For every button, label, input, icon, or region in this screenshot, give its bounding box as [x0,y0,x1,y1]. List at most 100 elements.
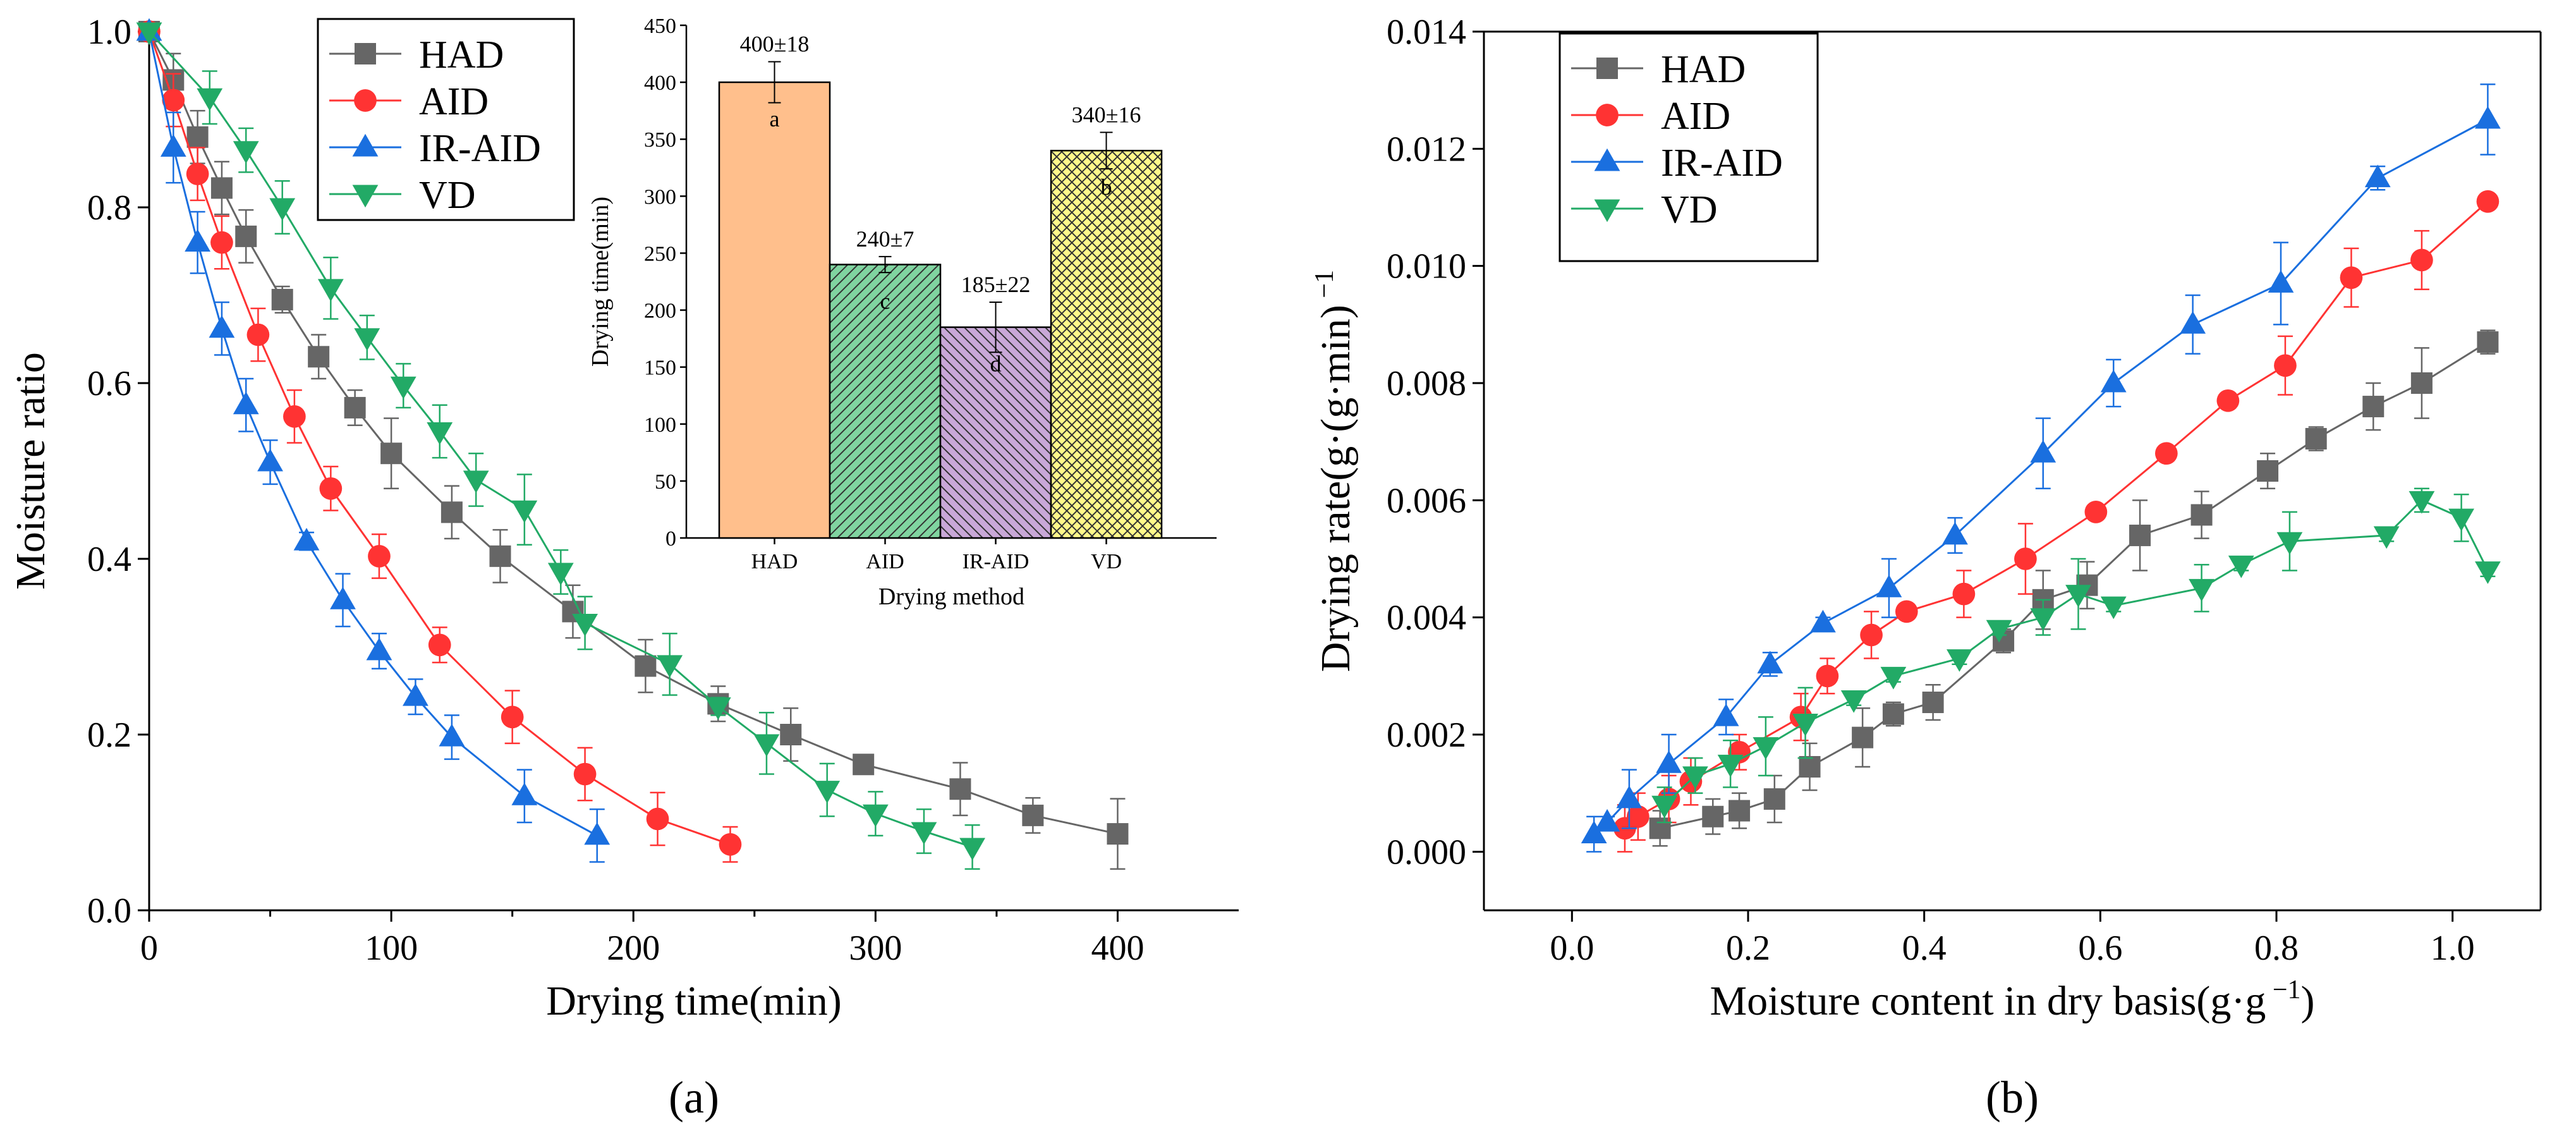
data-point [1876,575,1902,597]
data-point [235,225,257,247]
legend-label: AID [1661,95,1730,138]
x-axis-title: Moisture content in dry basis(g·g −1) [1710,975,2314,1024]
inset-x-tick-label: AID [866,550,904,573]
inset-y-tick-label: 150 [644,357,676,380]
data-point [547,563,574,586]
data-point [2274,354,2297,377]
data-point [463,470,489,494]
data-point [2030,608,2057,631]
data-point [1816,664,1839,688]
inset-y-tick-label: 50 [655,470,676,494]
data-point [2477,331,2499,353]
x-tick-label: 200 [607,929,660,968]
data-point [572,614,598,637]
x-tick-label: 0.2 [1726,929,1770,968]
data-point [233,391,259,415]
data-point [440,501,463,523]
inset-x-tick-label: IR-AID [963,550,1030,573]
data-point [2129,524,2151,546]
legend-item-had: HAD [1571,48,1746,91]
data-point [1651,795,1678,819]
bar-value-label: 340±16 [1072,102,1141,127]
series-ir-aid [1581,83,2501,853]
data-point [1626,805,1649,828]
data-point [1022,804,1044,826]
data-point [2065,585,2091,608]
legend-item-ir-aid: IR-AID [1571,142,1783,185]
data-point [209,315,235,338]
data-point [2305,428,2327,450]
data-point [2216,389,2240,412]
data-point [2154,442,2178,465]
data-point [2475,561,2501,584]
data-point [584,822,611,845]
legend-marker [1594,148,1620,171]
data-point [1860,623,1883,647]
series-aid [1613,190,2500,853]
data-point [1713,703,1739,726]
data-point [1682,766,1708,790]
inset-y-tick-label: 0 [665,527,676,551]
legend-label: HAD [1661,48,1746,91]
x-axis-title-sup: −1 [2266,975,2300,1005]
legend-item-ir-aid: IR-AID [329,127,541,170]
data-point [186,162,209,186]
inset-y-tick-label: 100 [644,413,676,437]
bar-significance-letter: a [770,106,780,131]
data-point [753,734,780,757]
data-point [911,822,937,845]
bar-value-label: 185±22 [961,272,1031,297]
data-point [1947,649,1972,672]
x-axis-title-end: ) [2301,978,2315,1024]
data-point [162,89,185,112]
data-point [2257,460,2279,482]
data-point [1594,809,1620,832]
x-tick-label: 0.8 [2254,929,2299,968]
data-point [1942,522,1968,545]
y-tick-label: 0.0 [87,891,131,931]
data-point [2084,501,2108,523]
data-point [136,22,162,46]
panel-label: (a) [669,1072,719,1123]
data-point [657,655,683,678]
data-point [1763,788,1785,810]
inset-y-tick-label: 450 [644,15,676,38]
y-tick-label: 0.2 [87,716,131,755]
data-point [511,783,538,805]
legend-marker [354,89,377,112]
y-tick-label: 0.010 [1387,247,1466,286]
bar-significance-letter: b [1101,174,1112,200]
legend-marker [1596,104,1619,126]
data-point [719,833,742,856]
data-point [814,781,841,803]
data-point [635,655,657,677]
bar-ir-aid [939,326,1052,539]
data-point [2409,491,2435,514]
data-point [2362,396,2385,418]
y-tick-label: 0.012 [1387,130,1466,169]
data-point [489,545,511,567]
panel-a-moisture-ratio-chart: 0 100 200 300 400 0.0 0.2 0.4 0.6 0.8 1.0 Drying ti… [8,13,1239,1123]
legend-marker [352,133,379,157]
data-point [1757,650,1783,674]
series-line [1663,499,2489,806]
inset-y-tick-label: 200 [644,300,676,323]
data-point [705,697,731,720]
data-point [1616,785,1643,809]
data-point [2014,547,2037,570]
y-tick-label: 0.002 [1387,716,1466,755]
legend-marker [355,43,376,64]
inset-y-tick-label: 400 [644,71,676,95]
data-point [511,500,538,523]
x-tick-label: 0.0 [1550,929,1594,968]
legend-item-aid: AID [329,80,489,123]
y-axis-title: Drying rate(g·(g·min) −1 [1310,270,1359,672]
data-point [269,198,296,221]
data-point [1753,737,1779,760]
legend-label: AID [419,80,489,123]
y-tick-label: 0.8 [87,188,131,228]
panel-b-drying-rate-chart: 0.0 0.2 0.4 0.6 0.8 1.0 0.000 0.002 0.004 0.006 0.… [1310,13,2542,1123]
data-point [354,328,380,351]
inset-y-tick-label: 300 [644,185,676,209]
